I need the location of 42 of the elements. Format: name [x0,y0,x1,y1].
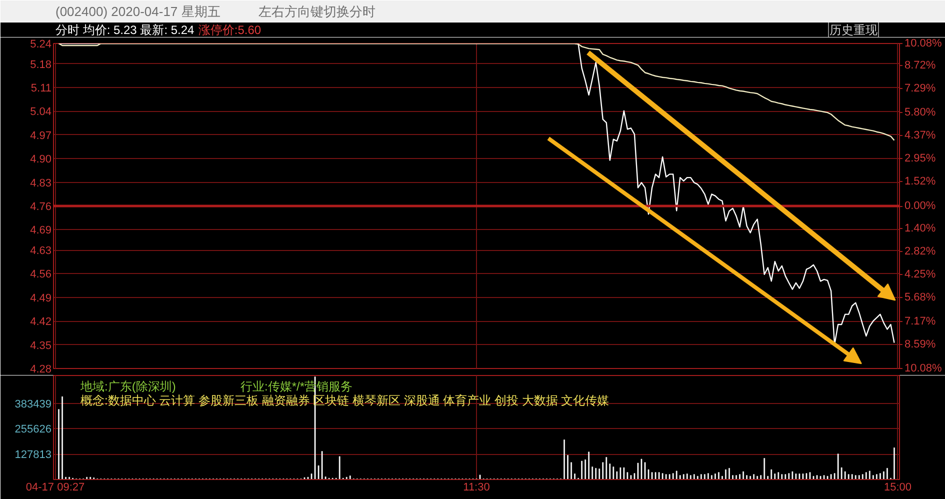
y-tick-label: 5.11 [30,82,52,95]
y-tick-label: 5.24 [30,38,52,50]
y-tick-label: 4.35 [30,340,52,352]
y-tick-label: 5.04 [30,106,52,118]
y-tick-label: 4.69 [30,224,52,237]
y-tick-label: 4.63 [30,245,52,258]
x-tick-label: 11:30 [463,482,490,494]
y2-tick-label: 8.72% [904,59,936,72]
y-tick-label: 4.97 [30,130,52,142]
y-tick-label: 4.28 [30,364,52,376]
y2-tick-label: 10.08% [904,362,942,374]
y-tick-label: 5.18 [30,58,52,71]
y-tick-label: 255626 [14,424,52,436]
y-tick-label: 4.42 [30,316,52,328]
y2-tick-label: 5.68% [904,292,936,304]
y-tick-label: 4.90 [30,154,52,166]
y-tick-label: 127813 [14,449,52,462]
y2-tick-label: 4.25% [904,268,936,281]
y2-tick-label: 2.82% [904,245,936,258]
y-tick-label: 383439 [14,398,52,410]
text: 左右方向键切换分时 [258,4,376,19]
x-tick-label: 04-17 09:27 [26,482,85,494]
y-tick-label: 4.76 [30,201,52,213]
y2-tick-label: 0.00% [904,200,936,212]
y2-tick-label: 4.37% [904,130,936,142]
chart-title: (002400) 2020-04-17 星期五 [56,4,220,19]
text: 历史重现 [830,23,878,37]
y2-tick-label: 1.52% [904,175,936,188]
y-tick-label: 4.83 [30,177,52,190]
y-tick-label: 4.56 [30,268,52,281]
y2-tick-label: 5.80% [904,106,936,118]
y2-tick-label: 1.40% [904,222,936,235]
text: 涨停价:5.60 [198,23,262,37]
y2-tick-label: 8.59% [904,338,936,350]
y2-tick-label: 7.17% [904,316,936,328]
y2-tick-label: 10.08% [904,38,942,50]
y2-tick-label: 2.95% [904,152,936,164]
y-tick-label: 4.49 [30,292,52,304]
annotation: 地域:广东(除深圳) [80,380,176,394]
y2-tick-label: 7.29% [904,82,936,94]
x-tick-label: 15:00 [884,482,912,494]
text: 分时 均价: 5.23 最新: 5.24 [56,23,195,37]
